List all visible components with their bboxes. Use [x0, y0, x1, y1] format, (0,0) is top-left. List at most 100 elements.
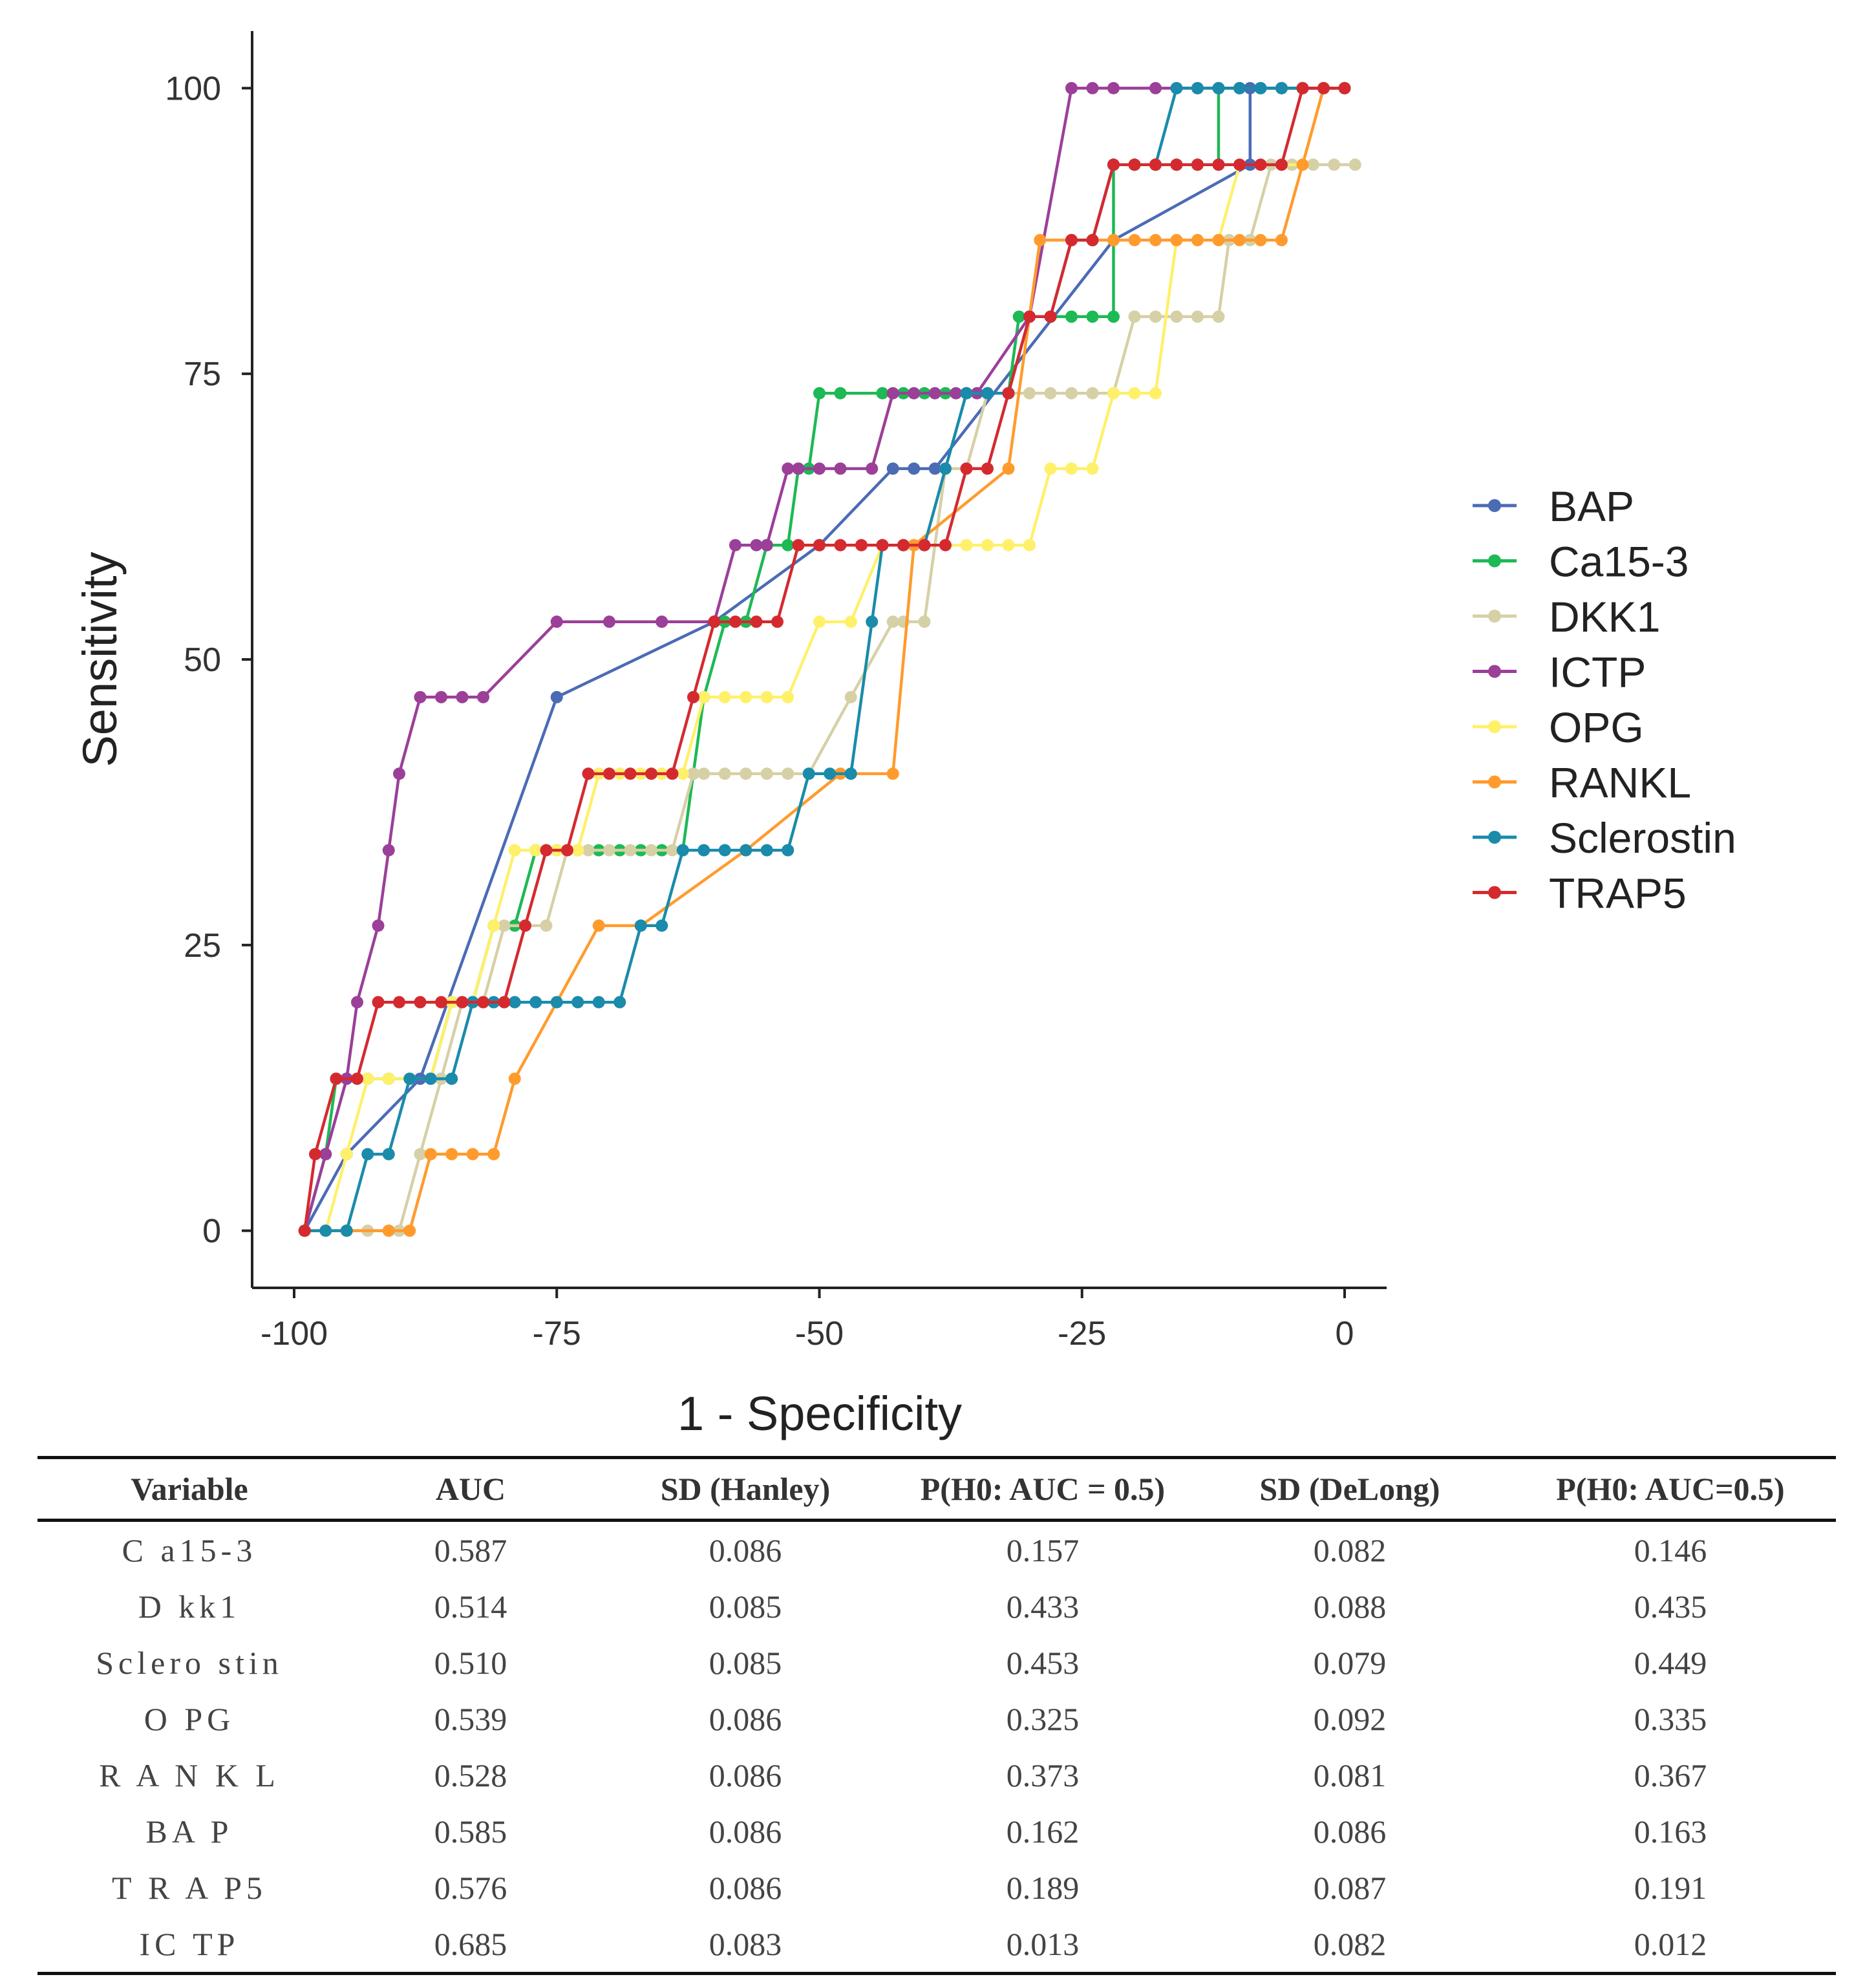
- data-point-dkk1: [918, 615, 931, 628]
- data-point-rankl: [1002, 462, 1015, 475]
- legend-item-bap: BAP: [1473, 482, 1634, 530]
- data-point-sclerostin: [718, 844, 731, 857]
- data-point-rankl: [445, 1148, 458, 1160]
- data-point-opg: [1086, 462, 1099, 475]
- data-point-dkk1: [1065, 387, 1078, 400]
- cell-sd-hanley: 0.086: [709, 1869, 782, 1906]
- data-point-rankl: [1233, 233, 1246, 246]
- data-point-rankl: [1149, 233, 1162, 246]
- cell-p-delong: 0.435: [1634, 1588, 1707, 1625]
- cell-variable: O PG: [144, 1700, 235, 1737]
- data-point-sclerostin: [403, 1073, 416, 1085]
- data-point-sclerostin: [676, 844, 689, 857]
- cell-p-delong: 0.163: [1634, 1813, 1707, 1850]
- data-point-ictp: [928, 387, 941, 400]
- series-line-bap: [303, 87, 1345, 1232]
- data-point-dkk1: [498, 919, 511, 932]
- data-point-ca15-3: [813, 387, 826, 400]
- cell-sd-hanley: 0.085: [709, 1588, 782, 1625]
- data-point-rankl: [382, 1224, 395, 1237]
- data-point-trap5: [792, 539, 805, 551]
- data-point-opg: [981, 539, 994, 551]
- legend-swatch-dot: [1488, 665, 1501, 678]
- data-point-sclerostin: [340, 1224, 353, 1237]
- data-point-trap5: [645, 767, 657, 780]
- data-point-sclerostin: [529, 996, 542, 1009]
- legend-label-opg: OPG: [1549, 703, 1644, 751]
- data-point-sclerostin: [782, 844, 794, 857]
- data-point-ictp: [435, 690, 447, 703]
- data-point-trap5: [1191, 158, 1204, 171]
- data-point-rankl: [487, 1148, 500, 1160]
- cell-sd-hanley: 0.086: [709, 1813, 782, 1850]
- header-sd-hanley: SD (Hanley): [600, 1456, 891, 1522]
- legend-item-opg: OPG: [1473, 703, 1644, 751]
- legend-item-dkk1: DKK1: [1473, 593, 1660, 641]
- data-point-sclerostin: [1254, 81, 1267, 94]
- cell-auc: 0.685: [341, 1916, 600, 1975]
- data-point-ictp: [393, 767, 405, 780]
- data-point-sclerostin: [1275, 81, 1288, 94]
- data-point-ictp: [382, 844, 395, 857]
- data-point-dkk1: [740, 767, 752, 780]
- data-point-dkk1: [603, 844, 615, 857]
- data-point-sclerostin: [1212, 81, 1225, 94]
- cell-sd-delong: 0.079: [1313, 1644, 1387, 1681]
- table-row: IC TP 0.685 0.083 0.013 0.082 0.012: [37, 1916, 1836, 1975]
- data-point-trap5: [729, 615, 741, 628]
- cell-sd-delong: 0.086: [1313, 1813, 1387, 1850]
- cell-p-delong: 0.146: [1634, 1532, 1707, 1568]
- data-point-ictp: [1107, 81, 1120, 94]
- legend-item-ictp: ICTP: [1473, 648, 1646, 696]
- data-point-trap5: [372, 996, 385, 1009]
- cell-auc: 0.585: [434, 1813, 507, 1850]
- roc-chart: -100 -75 -50 -25 0 0 25 50 75 100 BAP Ca15-3 DKK1 IC…: [73, 31, 1736, 1440]
- data-point-ictp: [750, 539, 763, 551]
- data-point-sclerostin: [740, 844, 752, 857]
- plot-area: [298, 81, 1361, 1237]
- cell-variable: IC TP: [37, 1916, 341, 1975]
- cell-p-delong: 0.449: [1634, 1644, 1707, 1681]
- data-point-trap5: [298, 1224, 311, 1237]
- series-line-ca15-3: [303, 87, 1345, 1232]
- data-point-opg: [1023, 539, 1036, 551]
- data-point-opg: [813, 615, 826, 628]
- data-point-opg: [529, 844, 542, 857]
- data-point-sclerostin: [698, 844, 710, 857]
- cell-sd-hanley: 0.086: [709, 1757, 782, 1793]
- data-point-rankl: [424, 1148, 437, 1160]
- legend-swatch-dot: [1488, 554, 1501, 568]
- cell-sd-delong: 0.082: [1195, 1916, 1505, 1975]
- data-point-ca15-3: [876, 387, 889, 400]
- data-point-trap5: [498, 996, 511, 1009]
- data-point-opg: [960, 539, 973, 551]
- data-point-opg: [1149, 387, 1162, 400]
- data-point-sclerostin: [1191, 81, 1204, 94]
- data-point-ca15-3: [834, 387, 847, 400]
- data-point-ictp: [760, 539, 773, 551]
- data-point-sclerostin: [939, 462, 952, 475]
- data-point-trap5: [309, 1148, 321, 1160]
- data-point-opg: [676, 767, 689, 780]
- data-point-ictp: [319, 1148, 332, 1160]
- legend-label-trap5: TRAP5: [1549, 870, 1687, 917]
- table-header-row: Variable AUC SD (Hanley) P(H0: AUC = 0.5…: [37, 1456, 1836, 1522]
- data-point-rankl: [1107, 233, 1120, 246]
- cell-p-hanley: 0.189: [1006, 1869, 1080, 1906]
- data-point-trap5: [393, 996, 405, 1009]
- data-point-trap5: [351, 1073, 363, 1085]
- data-point-ictp: [813, 462, 826, 475]
- data-point-ictp: [414, 690, 427, 703]
- data-point-dkk1: [1044, 387, 1057, 400]
- data-point-dkk1: [1128, 310, 1141, 323]
- data-point-trap5: [1254, 158, 1267, 171]
- data-point-trap5: [540, 844, 553, 857]
- data-point-ictp: [351, 996, 363, 1009]
- data-point-sclerostin: [1170, 81, 1183, 94]
- y-tick-label: 0: [202, 1213, 221, 1250]
- data-point-dkk1: [698, 767, 710, 780]
- data-point-ictp: [950, 387, 963, 400]
- data-point-rankl: [1191, 233, 1204, 246]
- data-point-rankl: [886, 767, 899, 780]
- cell-auc: 0.510: [434, 1644, 507, 1681]
